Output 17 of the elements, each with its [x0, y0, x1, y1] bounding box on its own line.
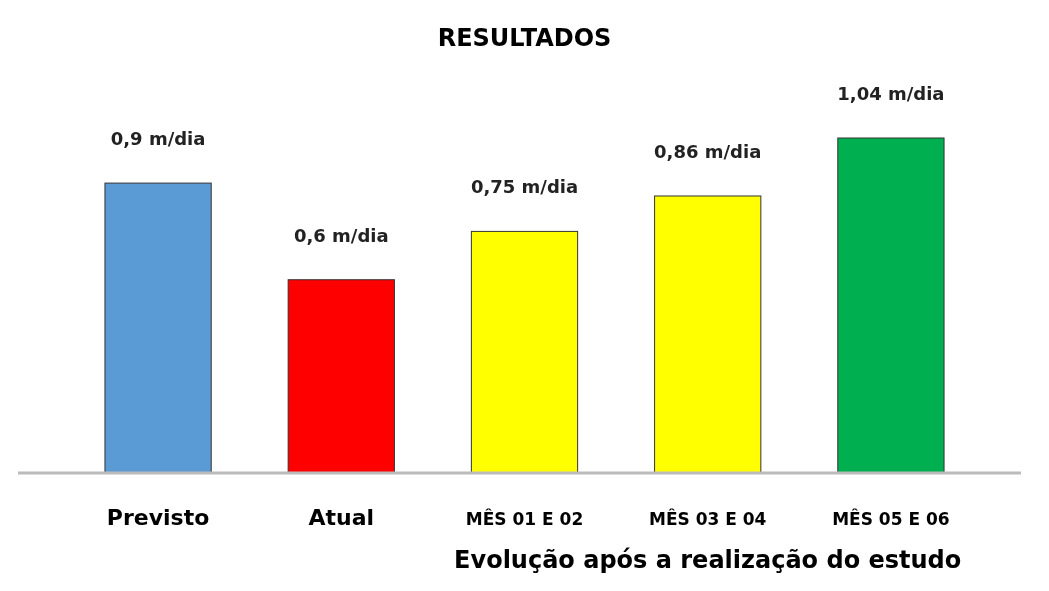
x-tick-label: MÊS 05 E 06: [832, 508, 950, 529]
x-tick-label: MÊS 01 E 02: [465, 508, 584, 529]
bar: [287, 279, 395, 474]
data-label: 0,86 m/dia: [654, 140, 762, 162]
x-tick-label: Previsto: [106, 505, 210, 530]
x-axis-title: Evolução após a realização do estudo: [454, 546, 962, 574]
data-label: 0,75 m/dia: [470, 176, 579, 198]
x-tick-label: MÊS 03 E 04: [648, 508, 767, 529]
data-label: 0,9 m/dia: [110, 128, 206, 150]
bar: [837, 137, 945, 474]
bar: [104, 182, 212, 474]
chart-title: RESULTADOS: [437, 24, 612, 52]
data-label: 1,04 m/dia: [837, 83, 945, 104]
x-tick-label: Atual: [308, 505, 375, 530]
bar: [470, 230, 579, 474]
data-label: 0,6 m/dia: [293, 224, 389, 246]
bar: [654, 195, 762, 474]
